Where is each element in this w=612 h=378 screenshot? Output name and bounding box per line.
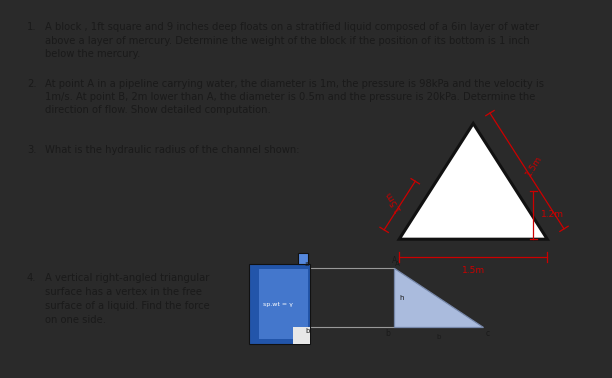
Text: 1.: 1. xyxy=(27,22,37,32)
Text: 4.: 4. xyxy=(27,273,37,283)
Text: 3.: 3. xyxy=(27,145,37,155)
Text: 1.5m: 1.5m xyxy=(524,154,545,178)
Polygon shape xyxy=(399,191,547,239)
Bar xyxy=(293,327,310,344)
Polygon shape xyxy=(394,268,483,327)
Text: sp.wt = γ: sp.wt = γ xyxy=(263,302,293,307)
Text: 1.5m: 1.5m xyxy=(382,189,402,213)
Text: At point A in a pipeline carrying water, the diameter is 1m, the pressure is 98k: At point A in a pipeline carrying water,… xyxy=(45,79,543,115)
Text: b: b xyxy=(436,333,441,339)
Text: 2.: 2. xyxy=(27,79,37,89)
Text: A: A xyxy=(395,262,400,267)
Bar xyxy=(259,270,308,339)
Bar xyxy=(299,253,308,265)
Text: b: b xyxy=(386,329,390,338)
Text: a: a xyxy=(305,262,309,267)
Text: c: c xyxy=(486,329,490,338)
Text: What is the hydraulic radius of the channel shown:: What is the hydraulic radius of the chan… xyxy=(45,145,299,155)
Text: A block , 1ft square and 9 inches deep floats on a stratified liquid composed of: A block , 1ft square and 9 inches deep f… xyxy=(45,22,539,59)
Text: h: h xyxy=(399,294,404,301)
Text: A vertical right-angled triangular
surface has a vertex in the free
surface of a: A vertical right-angled triangular surfa… xyxy=(45,273,209,325)
Text: 1.5m: 1.5m xyxy=(461,266,485,276)
Text: 1.2m: 1.2m xyxy=(542,211,564,219)
Text: A: A xyxy=(392,256,397,265)
Text: b: b xyxy=(305,328,309,334)
Polygon shape xyxy=(399,124,547,239)
Bar xyxy=(249,265,310,344)
